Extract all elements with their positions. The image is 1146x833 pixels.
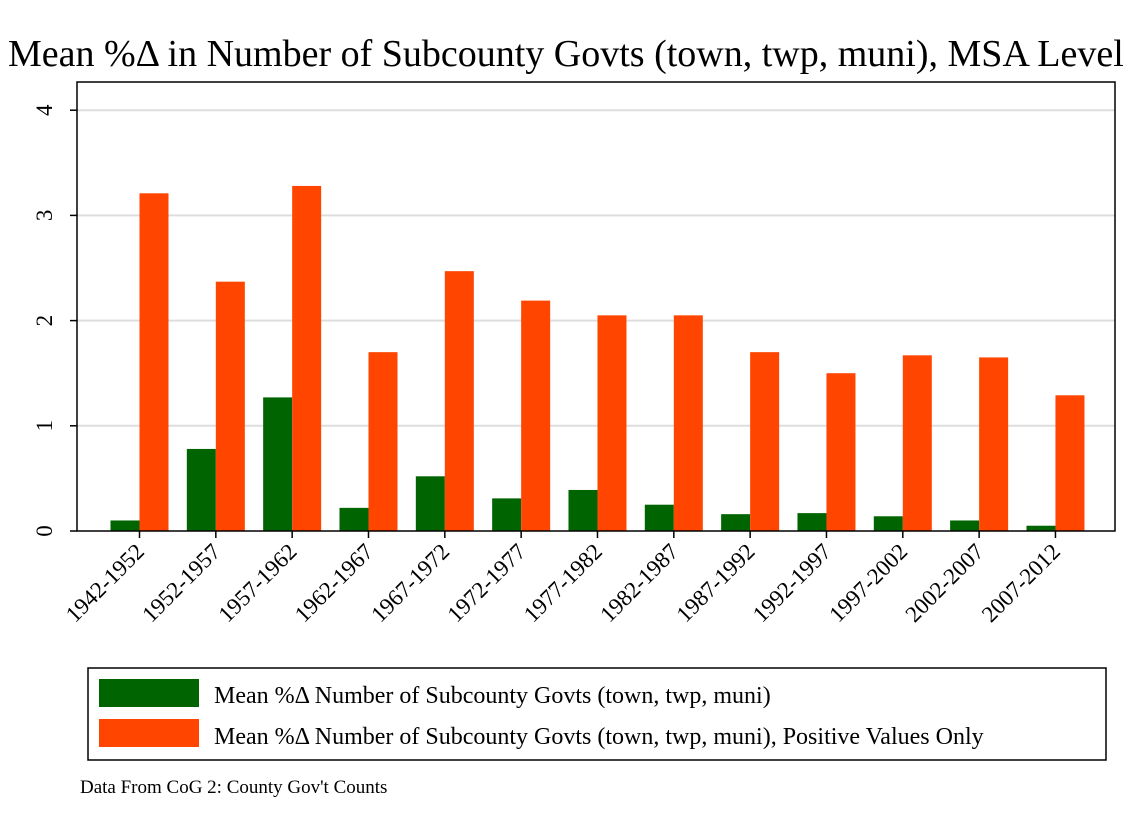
bar-series-2 bbox=[597, 315, 627, 531]
bar-series-2 bbox=[444, 271, 474, 531]
bar-series-2 bbox=[979, 357, 1009, 531]
bar-series-1 bbox=[721, 514, 751, 531]
x-tick-label: 1967-1972 bbox=[366, 539, 454, 627]
bar-series-1 bbox=[263, 397, 293, 531]
bar-series-1 bbox=[797, 513, 827, 531]
x-tick-label: 1987-1992 bbox=[672, 539, 760, 627]
y-tick-label: 2 bbox=[32, 315, 57, 327]
y-axis: 0 1 2 3 4 bbox=[32, 104, 77, 537]
x-tick-label: 1997-2002 bbox=[824, 539, 912, 627]
legend: Mean %Δ Number of Subcounty Govts (town,… bbox=[87, 667, 1107, 761]
x-tick-label: 1972-1977 bbox=[443, 539, 531, 627]
bar-series-2 bbox=[368, 352, 398, 531]
bar-series-1 bbox=[415, 476, 445, 531]
bar-series-2 bbox=[826, 373, 856, 531]
gridlines bbox=[77, 109, 1115, 427]
bar-series-1 bbox=[950, 520, 980, 531]
x-tick-label: 1942-1952 bbox=[61, 539, 149, 627]
bar-series-2 bbox=[750, 352, 780, 531]
x-tick-label: 2007-2012 bbox=[977, 539, 1065, 627]
bars bbox=[110, 185, 1085, 532]
bar-series-2 bbox=[902, 355, 932, 531]
x-tick-label: 1952-1957 bbox=[137, 539, 225, 627]
legend-box bbox=[87, 667, 1107, 761]
x-tick-label: 1957-1962 bbox=[214, 539, 302, 627]
bar-series-2 bbox=[139, 193, 169, 532]
bar-series-2 bbox=[1055, 395, 1085, 531]
bar-series-1 bbox=[644, 504, 674, 531]
y-tick-label: 1 bbox=[32, 420, 57, 432]
chart-title: Mean %Δ in Number of Subcounty Govts (to… bbox=[8, 33, 1124, 75]
y-tick-label: 3 bbox=[32, 210, 57, 222]
bar-series-1 bbox=[339, 507, 369, 531]
source-note: Data From CoG 2: County Gov't Counts bbox=[80, 777, 387, 798]
bar-series-1 bbox=[492, 498, 522, 531]
plot-frame bbox=[76, 81, 1116, 532]
x-tick-label: 1992-1997 bbox=[748, 539, 836, 627]
legend-label-series-1: Mean %Δ Number of Subcounty Govts (town,… bbox=[214, 683, 771, 709]
x-tick-label: 1982-1987 bbox=[595, 539, 683, 627]
x-axis: 1942-19521952-19571957-19621962-19671967… bbox=[61, 531, 1065, 627]
legend-label-series-2: Mean %Δ Number of Subcounty Govts (town,… bbox=[214, 724, 984, 750]
bar-series-1 bbox=[568, 489, 598, 531]
x-tick-label: 1977-1982 bbox=[519, 539, 607, 627]
bar-series-1 bbox=[873, 516, 903, 531]
x-tick-label: 2002-2007 bbox=[901, 539, 989, 627]
bar-series-2 bbox=[673, 315, 703, 531]
x-tick-label: 1962-1967 bbox=[290, 539, 378, 627]
y-tick-label: 0 bbox=[32, 525, 57, 537]
bar-series-1 bbox=[186, 448, 216, 531]
legend-swatch-series-1 bbox=[99, 679, 199, 707]
bar-series-1 bbox=[110, 520, 140, 531]
bar-series-2 bbox=[215, 281, 245, 531]
y-tick-label: 4 bbox=[32, 104, 57, 116]
bar-series-1 bbox=[1026, 525, 1056, 531]
bar-series-2 bbox=[292, 185, 322, 531]
bar-series-2 bbox=[521, 300, 551, 531]
legend-swatch-series-2 bbox=[99, 719, 199, 747]
